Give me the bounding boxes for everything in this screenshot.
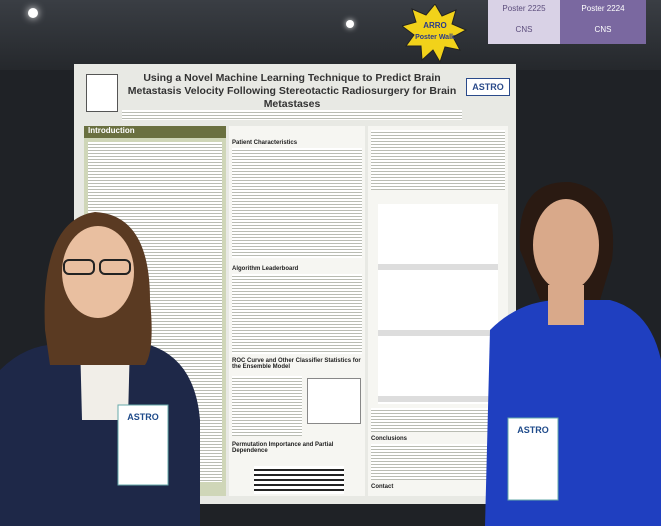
badge-star [402,4,468,64]
text-block [232,274,362,354]
badge-card [507,417,559,501]
column: Conclusions Contact [368,126,508,496]
sign: Poster 2224 CNS [560,0,646,44]
bar-figure [254,466,344,494]
text-block [371,444,505,480]
figure [378,204,498,404]
glasses [63,259,95,275]
section-header: Contact [371,484,394,490]
authors [122,110,462,120]
section-header: Algorithm Leaderboard [232,266,299,272]
section-header: Patient Characteristics [232,140,298,146]
section-header: Introduction [84,126,226,138]
sign-text: Poster 2225 [502,4,546,13]
light [346,20,354,28]
poster-title: Using a Novel Machine Learning Technique… [127,72,457,110]
text-block [371,130,505,190]
sign-text: Poster 2224 [581,4,625,13]
section-header: Permutation Importance and Partial Depen… [232,442,334,454]
text-block [232,376,302,436]
badge-card [117,404,169,486]
column: Patient Characteristics Algorithm Leader… [229,126,365,496]
lanyard-text: ASTRO [127,412,159,422]
text-block [232,148,362,258]
lanyard-text: ASTRO [517,425,549,435]
section-header: Conclusions [371,436,408,442]
person-right-neck [548,285,584,325]
badge-text: ARRO [423,21,447,30]
roc-figure [307,378,361,424]
sign-text: CNS [515,25,533,34]
poster-logo: ASTRO [466,78,510,96]
logo-vanderbilt [86,74,118,112]
sign: Poster 2225 CNS [488,0,560,44]
glasses [99,259,131,275]
light [28,8,38,18]
badge: ARRO Poster Walk [402,4,468,64]
section-header: ROC Curve and Other Classifier Statistic… [232,358,361,370]
text-block [371,408,505,432]
sign-text: CNS [594,25,612,34]
person-right-face [533,199,599,291]
badge-text: Poster Walk [415,34,455,41]
person-left-face [62,226,134,318]
